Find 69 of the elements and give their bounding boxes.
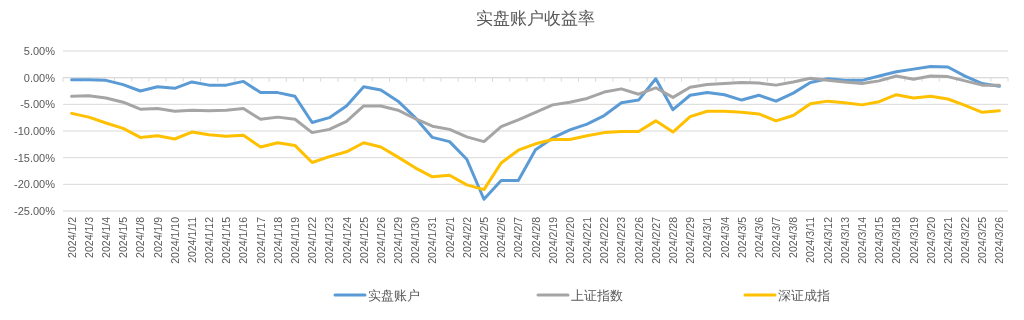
x-tick-label: 2024/2/2 (460, 216, 473, 258)
x-tick-label: 2024/2/20 (563, 216, 576, 264)
x-tick-label: 2024/2/27 (649, 216, 662, 264)
y-tick-label: -10.00% (14, 125, 56, 137)
x-tick-label: 2024/3/1 (701, 216, 714, 258)
y-tick-label: 5.00% (23, 45, 56, 57)
x-tick-label: 2024/3/12 (821, 216, 834, 264)
x-tick-label: 2024/1/23 (323, 216, 336, 264)
x-tick-label: 2024/1/18 (271, 216, 284, 264)
line-series (70, 74, 1001, 144)
chart-title: 实盘账户收益率 (476, 9, 595, 28)
x-tick-label: 2024/3/13 (838, 216, 851, 264)
x-tick-label: 2024/2/19 (546, 216, 559, 264)
x-tick-label: 2024/2/21 (581, 216, 594, 264)
x-tick-label: 2024/1/12 (203, 216, 216, 264)
x-tick-label: 2024/2/28 (666, 216, 679, 264)
x-tick-label: 2024/1/15 (220, 216, 233, 264)
x-tick-label: 2024/1/24 (340, 216, 353, 264)
x-tick-label: 2024/2/23 (615, 216, 628, 264)
x-tick-label: 2024/1/16 (237, 216, 250, 264)
x-tick-label: 2024/3/21 (941, 216, 954, 264)
x-tick-label: 2024/2/29 (684, 216, 697, 264)
legend-label: 深证成指 (778, 288, 830, 303)
x-tick-label: 2024/1/4 (99, 216, 112, 258)
x-tick-label: 2024/3/26 (993, 216, 1006, 264)
legend-label: 实盘账户 (368, 288, 420, 303)
x-tick-label: 2024/3/25 (976, 216, 989, 264)
y-tick-label: -25.00% (14, 205, 56, 217)
x-tick-label: 2024/2/26 (632, 216, 645, 264)
x-tick-label: 2024/2/1 (443, 216, 456, 258)
line-series (70, 93, 1001, 192)
y-tick-label: -5.00% (20, 98, 56, 111)
x-tick-label: 2024/1/8 (134, 216, 147, 258)
x-tick-label: 2024/3/11 (804, 216, 817, 263)
x-tick-label: 2024/3/22 (959, 216, 972, 264)
x-tick-label: 2024/3/7 (770, 216, 783, 258)
x-tick-label: 2024/1/19 (288, 216, 301, 264)
x-tick-label: 2024/1/29 (392, 216, 405, 264)
line-series (70, 64, 1001, 201)
y-tick-label: -20.00% (14, 178, 56, 191)
x-tick-label: 2024/3/19 (907, 216, 920, 264)
x-tick-label: 2024/1/10 (168, 216, 181, 264)
x-tick-label: 2024/1/11 (185, 216, 198, 263)
legend-label: 上证指数 (571, 288, 623, 303)
x-tick-label: 2024/2/5 (477, 216, 490, 258)
x-tick-label: 2024/2/6 (495, 216, 508, 258)
x-tick-label: 2024/1/22 (306, 216, 319, 264)
x-tick-label: 2024/1/17 (254, 216, 267, 264)
x-tick-label: 2024/3/18 (890, 216, 903, 264)
x-tick-label: 2024/3/20 (924, 216, 937, 264)
x-tick-label: 2024/3/6 (752, 216, 765, 258)
x-tick-label: 2024/1/9 (151, 216, 164, 258)
x-tick-label: 2024/2/8 (529, 216, 542, 258)
y-tick-label: 0.00% (23, 71, 56, 84)
x-tick-label: 2024/1/26 (374, 216, 387, 264)
x-tick-label: 2024/2/22 (598, 216, 611, 264)
x-tick-label: 2024/1/31 (426, 216, 439, 264)
x-tick-label: 2024/2/7 (512, 216, 525, 258)
x-tick-label: 2024/1/5 (117, 216, 130, 258)
x-tick-label: 2024/3/14 (855, 216, 868, 264)
y-tick-label: -15.00% (14, 151, 56, 164)
x-tick-label: 2024/1/2 (65, 216, 78, 258)
x-tick-label: 2024/3/5 (735, 216, 748, 258)
x-tick-label: 2024/1/25 (357, 216, 370, 264)
x-tick-label: 2024/3/4 (718, 216, 731, 258)
x-tick-label: 2024/3/15 (873, 216, 886, 264)
x-tick-label: 2024/1/30 (409, 216, 422, 264)
x-tick-label: 2024/1/3 (82, 216, 95, 258)
x-tick-label: 2024/3/8 (787, 216, 800, 258)
